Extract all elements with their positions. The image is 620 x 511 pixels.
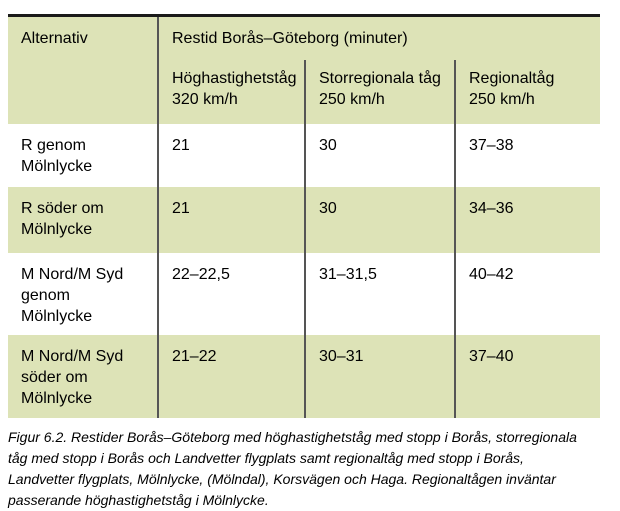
value-cell: 22–22,5 xyxy=(157,252,305,335)
column-header-regionaltag: Regionaltåg 250 km/h xyxy=(453,59,601,124)
figure-caption: Figur 6.2. Restider Borås–Göteborg med h… xyxy=(8,428,577,508)
column-header-storregionala-tag: Storregionala tåg 250 km/h xyxy=(304,59,455,124)
document-page: Alternativ Restid Borås–Göteborg (minute… xyxy=(8,14,608,511)
value-cell: 21 xyxy=(157,186,305,253)
value-cell: 40–42 xyxy=(453,252,601,335)
value-cell: 34–36 xyxy=(453,186,601,253)
row-label-r-genom: R genom Mölnlycke xyxy=(21,136,93,175)
value-cell: 30–31 xyxy=(304,334,455,418)
table-row: R genom Mölnlycke 21 30 37–38 xyxy=(8,123,601,187)
row-label-m-nord-syd-genom: M Nord/M Syd genom Mölnlycke xyxy=(21,265,124,325)
value-cell: 37–40 xyxy=(453,334,601,418)
row-label-r-soder-om: R söder om Mölnlycke xyxy=(21,199,104,238)
value-cell: 30 xyxy=(304,186,455,253)
column-header-row: Höghastighetståg 320 km/h Storregionala … xyxy=(8,59,601,124)
corner-header-alternativ: Alternativ xyxy=(21,30,88,47)
table-row: M Nord/M Syd söder om Mölnlycke 21–22 30… xyxy=(8,334,601,418)
value-cell: 37–38 xyxy=(453,123,601,187)
column-header-hoghastighetstag: Höghastighetståg 320 km/h xyxy=(157,59,305,124)
row-label-m-nord-syd-soder-om: M Nord/M Syd söder om Mölnlycke xyxy=(21,347,124,407)
value-cell: 21 xyxy=(157,123,305,187)
table-title-row: Alternativ Restid Borås–Göteborg (minute… xyxy=(8,15,601,60)
value-cell: 30 xyxy=(304,123,455,187)
travel-time-table: Alternativ Restid Borås–Göteborg (minute… xyxy=(8,14,601,418)
value-cell: 21–22 xyxy=(157,334,305,418)
table-title: Restid Borås–Göteborg (minuter) xyxy=(156,15,601,60)
table-row: M Nord/M Syd genom Mölnlycke 22–22,5 31–… xyxy=(8,252,601,335)
value-cell: 31–31,5 xyxy=(304,252,455,335)
table-row: R söder om Mölnlycke 21 30 34–36 xyxy=(8,186,601,253)
